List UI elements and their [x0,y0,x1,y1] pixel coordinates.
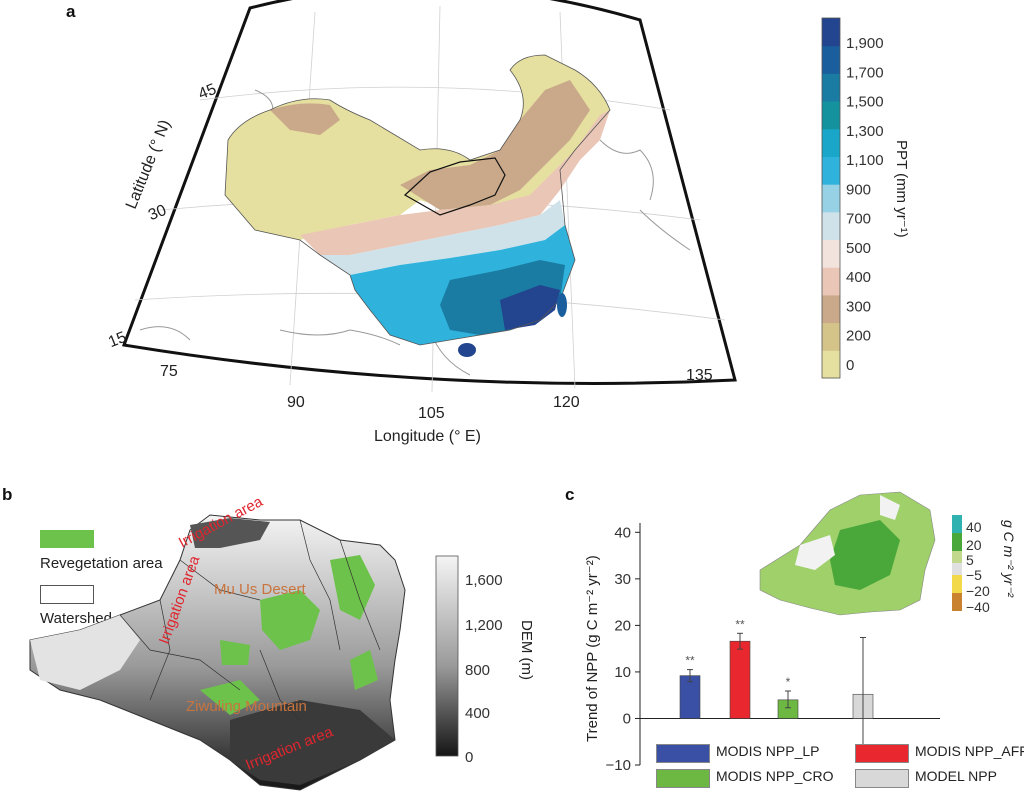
ppt-color-step [822,267,840,296]
ppt-colorbar-title: PPT (mm yr⁻¹) [893,140,910,238]
legend-swatch [656,744,710,763]
china-border [224,54,611,346]
lat-tick-30: 30 [146,202,169,224]
panel-c-letter: c [565,485,575,504]
ppt-tick: 700 [846,211,871,228]
ppt-tick: 1,900 [846,35,884,52]
china-semiarid-band [270,80,590,210]
china-arid-region [225,55,610,240]
legend-label: MODEL NPP [915,768,997,784]
ppt-color-step [822,156,840,185]
ppt-tick: 1,100 [846,152,884,169]
ppt-tick: 1,300 [846,123,884,140]
watershed-label: Watershed [40,610,112,627]
china-humid-band [320,200,565,275]
taiwan-island [557,293,567,317]
legend-swatch [855,769,909,788]
ppt-color-step [822,18,840,47]
ppt-tick: 0 [846,357,854,374]
lat-axis-label: Latitude (° N) [123,118,174,212]
legend-label: MODIS NPP_AFF [915,743,1024,759]
lon-tick-105: 105 [418,405,445,422]
ppt-tick: 900 [846,181,871,198]
ppt-color-step [822,239,840,268]
legend-swatch [656,769,710,788]
lon-axis-label: Longitude (° E) [374,428,481,445]
neighbour-coastlines [139,89,691,376]
ppt-color-step [822,184,840,213]
ppt-tick: 400 [846,269,871,286]
ppt-color-step [822,322,840,351]
legend-label: MODIS NPP_CRO [716,768,834,784]
ppt-color-step [822,211,840,241]
china-wettest-coast [500,285,560,330]
ppt-colorbar-ticks: 1,900 1,700 1,500 1,300 1,100 900 700 500 400 300… [846,35,884,374]
ppt-tick: 200 [846,328,871,345]
ppt-color-step [822,294,840,324]
ppt-color-step [822,128,840,157]
lat-tick-15: 15 [106,329,129,351]
lon-tick-135: 135 [686,367,713,384]
lat-tick-45: 45 [196,81,219,103]
lon-tick-75: 75 [160,363,178,380]
ppt-color-step [822,73,840,102]
watershed-swatch [40,585,94,604]
ppt-color-step [822,350,840,379]
lon-tick-90: 90 [287,394,305,411]
ppt-color-step [822,101,840,130]
revegetation-swatch [40,530,94,548]
loess-plateau-outline [403,157,506,216]
china-subhumid-band [300,110,610,255]
lon-tick-120: 120 [553,394,580,411]
hainan-island [458,343,476,357]
panel-a-letter: a [66,2,76,21]
ppt-color-step [822,45,840,74]
ppt-tick: 300 [846,298,871,315]
panel-b-letter: b [2,485,13,504]
ppt-tick: 500 [846,240,871,257]
ppt-tick: 1,700 [846,64,884,81]
ppt-tick: 1,500 [846,94,884,111]
revegetation-label: Revegetation area [40,555,163,572]
legend-swatch [855,744,909,763]
ppt-colorbar [821,17,841,379]
legend-label: MODIS NPP_LP [716,743,820,759]
